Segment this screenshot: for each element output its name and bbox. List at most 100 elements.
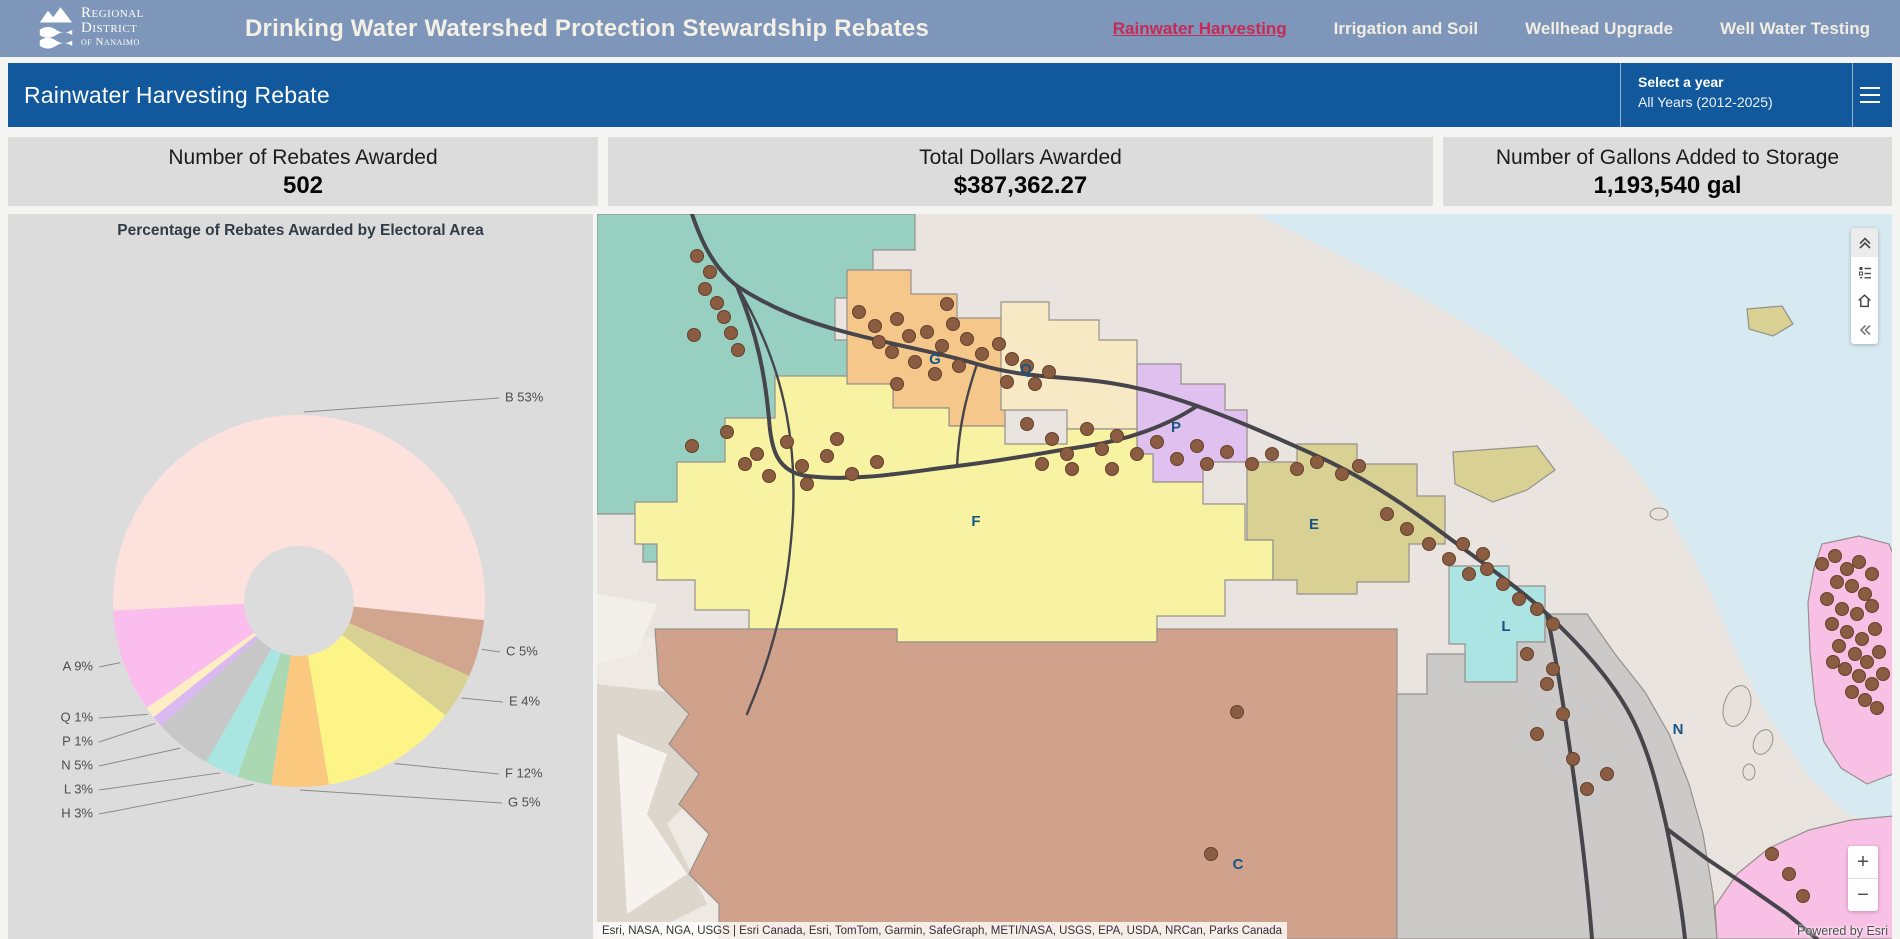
rebate-dot[interactable] xyxy=(717,310,731,324)
nav-irrigation-and-soil[interactable]: Irrigation and Soil xyxy=(1333,18,1479,38)
rebate-dot[interactable] xyxy=(1400,522,1414,536)
rebate-dot[interactable] xyxy=(762,469,776,483)
rebate-dot[interactable] xyxy=(1840,562,1854,576)
donut-slice-G[interactable] xyxy=(271,655,329,788)
rebate-dot[interactable] xyxy=(928,367,942,381)
rebate-dot[interactable] xyxy=(1815,557,1829,571)
rebate-dot[interactable] xyxy=(750,447,764,461)
rebate-dot[interactable] xyxy=(1852,555,1866,569)
rebate-dot[interactable] xyxy=(1220,445,1234,459)
zoom-in-button[interactable]: + xyxy=(1848,846,1878,879)
zoom-out-button[interactable]: − xyxy=(1857,883,1869,906)
rebate-dot[interactable] xyxy=(724,326,738,340)
rebate-dot[interactable] xyxy=(1480,562,1494,576)
rebate-dot[interactable] xyxy=(1845,579,1859,593)
rebate-dot[interactable] xyxy=(940,297,954,311)
rebate-dot[interactable] xyxy=(795,459,809,473)
rebate-dot[interactable] xyxy=(1110,429,1124,443)
rebate-dot[interactable] xyxy=(780,435,794,449)
rebate-dot[interactable] xyxy=(1380,507,1394,521)
year-selector[interactable]: Select a year All Years (2012-2025) xyxy=(1638,72,1773,113)
rebate-dot[interactable] xyxy=(1865,677,1879,691)
rebate-dot[interactable] xyxy=(1335,467,1349,481)
rebate-dot[interactable] xyxy=(872,335,886,349)
rebate-dot[interactable] xyxy=(890,377,904,391)
rebate-dot[interactable] xyxy=(1796,889,1810,903)
rebate-dot[interactable] xyxy=(868,319,882,333)
rebate-dot[interactable] xyxy=(1530,727,1544,741)
rebate-dot[interactable] xyxy=(1065,462,1079,476)
rebate-dot[interactable] xyxy=(1848,647,1862,661)
rebate-dot[interactable] xyxy=(1000,375,1014,389)
rebate-dot[interactable] xyxy=(1826,655,1840,669)
rebate-dot[interactable] xyxy=(845,467,859,481)
rebate-dot[interactable] xyxy=(1042,365,1056,379)
rebate-dot[interactable] xyxy=(1858,693,1872,707)
rebate-dot[interactable] xyxy=(1170,452,1184,466)
rebate-dot[interactable] xyxy=(698,282,712,296)
rebate-dot[interactable] xyxy=(1556,707,1570,721)
rebate-dot[interactable] xyxy=(690,249,704,263)
rebate-dot[interactable] xyxy=(1868,622,1882,636)
rebate-dot[interactable] xyxy=(1860,655,1874,669)
rebate-dot[interactable] xyxy=(960,332,974,346)
rebate-dot[interactable] xyxy=(1035,457,1049,471)
rebate-dot[interactable] xyxy=(1855,632,1869,646)
rebate-dot[interactable] xyxy=(1190,439,1204,453)
nav-rainwater-harvesting[interactable]: Rainwater Harvesting xyxy=(1112,18,1287,38)
donut-slice-C[interactable] xyxy=(349,606,485,676)
rebate-dot[interactable] xyxy=(908,355,922,369)
rebate-dot[interactable] xyxy=(1520,647,1534,661)
rebate-dot[interactable] xyxy=(1150,435,1164,449)
donut-slice-F[interactable] xyxy=(307,634,446,785)
rebate-dot[interactable] xyxy=(1496,577,1510,591)
rebate-dot[interactable] xyxy=(1230,705,1244,719)
home-icon[interactable] xyxy=(1851,286,1878,315)
donut-slice-P[interactable] xyxy=(153,635,259,726)
donut-slice-L[interactable] xyxy=(206,648,281,777)
rebate-dot[interactable] xyxy=(870,455,884,469)
rebate-dot[interactable] xyxy=(1840,625,1854,639)
rebate-dot[interactable] xyxy=(890,312,904,326)
rebate-dot[interactable] xyxy=(1830,575,1844,589)
legend-icon[interactable] xyxy=(1851,257,1878,286)
rebate-dot[interactable] xyxy=(1765,847,1779,861)
rebate-dot[interactable] xyxy=(1045,432,1059,446)
rebate-dot[interactable] xyxy=(1828,549,1842,563)
rebate-dot[interactable] xyxy=(1028,377,1042,391)
donut-slice-N[interactable] xyxy=(161,637,272,763)
rebate-dot[interactable] xyxy=(1845,685,1859,699)
rebate-dot[interactable] xyxy=(885,345,899,359)
rebate-dot[interactable] xyxy=(1352,459,1366,473)
rebate-dot[interactable] xyxy=(1858,587,1872,601)
rebate-dot[interactable] xyxy=(902,329,916,343)
rebate-dot[interactable] xyxy=(687,328,701,342)
rebate-dot[interactable] xyxy=(1095,442,1109,456)
rebate-dot[interactable] xyxy=(1852,669,1866,683)
rebate-dot[interactable] xyxy=(1130,447,1144,461)
rebate-dot[interactable] xyxy=(1020,417,1034,431)
donut-slice-A[interactable] xyxy=(113,603,254,708)
rebate-dot[interactable] xyxy=(1865,599,1879,613)
rebate-dot[interactable] xyxy=(685,439,699,453)
nav-well-water-testing[interactable]: Well Water Testing xyxy=(1720,18,1870,38)
rebate-dot[interactable] xyxy=(1530,602,1544,616)
rebate-dot[interactable] xyxy=(1462,567,1476,581)
rebate-dot[interactable] xyxy=(1456,537,1470,551)
rebate-dot[interactable] xyxy=(975,347,989,361)
rebate-dot[interactable] xyxy=(1825,617,1839,631)
rebate-dot[interactable] xyxy=(920,325,934,339)
rebate-dot[interactable] xyxy=(1200,457,1214,471)
rebate-dot[interactable] xyxy=(1876,667,1890,681)
menu-icon[interactable] xyxy=(1860,63,1892,127)
rebate-dot[interactable] xyxy=(1546,662,1560,676)
rebate-dot[interactable] xyxy=(1105,462,1119,476)
rebate-dot[interactable] xyxy=(952,359,966,373)
rebate-dot[interactable] xyxy=(703,265,717,279)
rebate-dot[interactable] xyxy=(1540,677,1554,691)
rebate-dot[interactable] xyxy=(1838,662,1852,676)
rebate-dot[interactable] xyxy=(830,432,844,446)
rebate-dot[interactable] xyxy=(1265,447,1279,461)
rebate-dot[interactable] xyxy=(1600,767,1614,781)
rebate-dot[interactable] xyxy=(1782,867,1796,881)
